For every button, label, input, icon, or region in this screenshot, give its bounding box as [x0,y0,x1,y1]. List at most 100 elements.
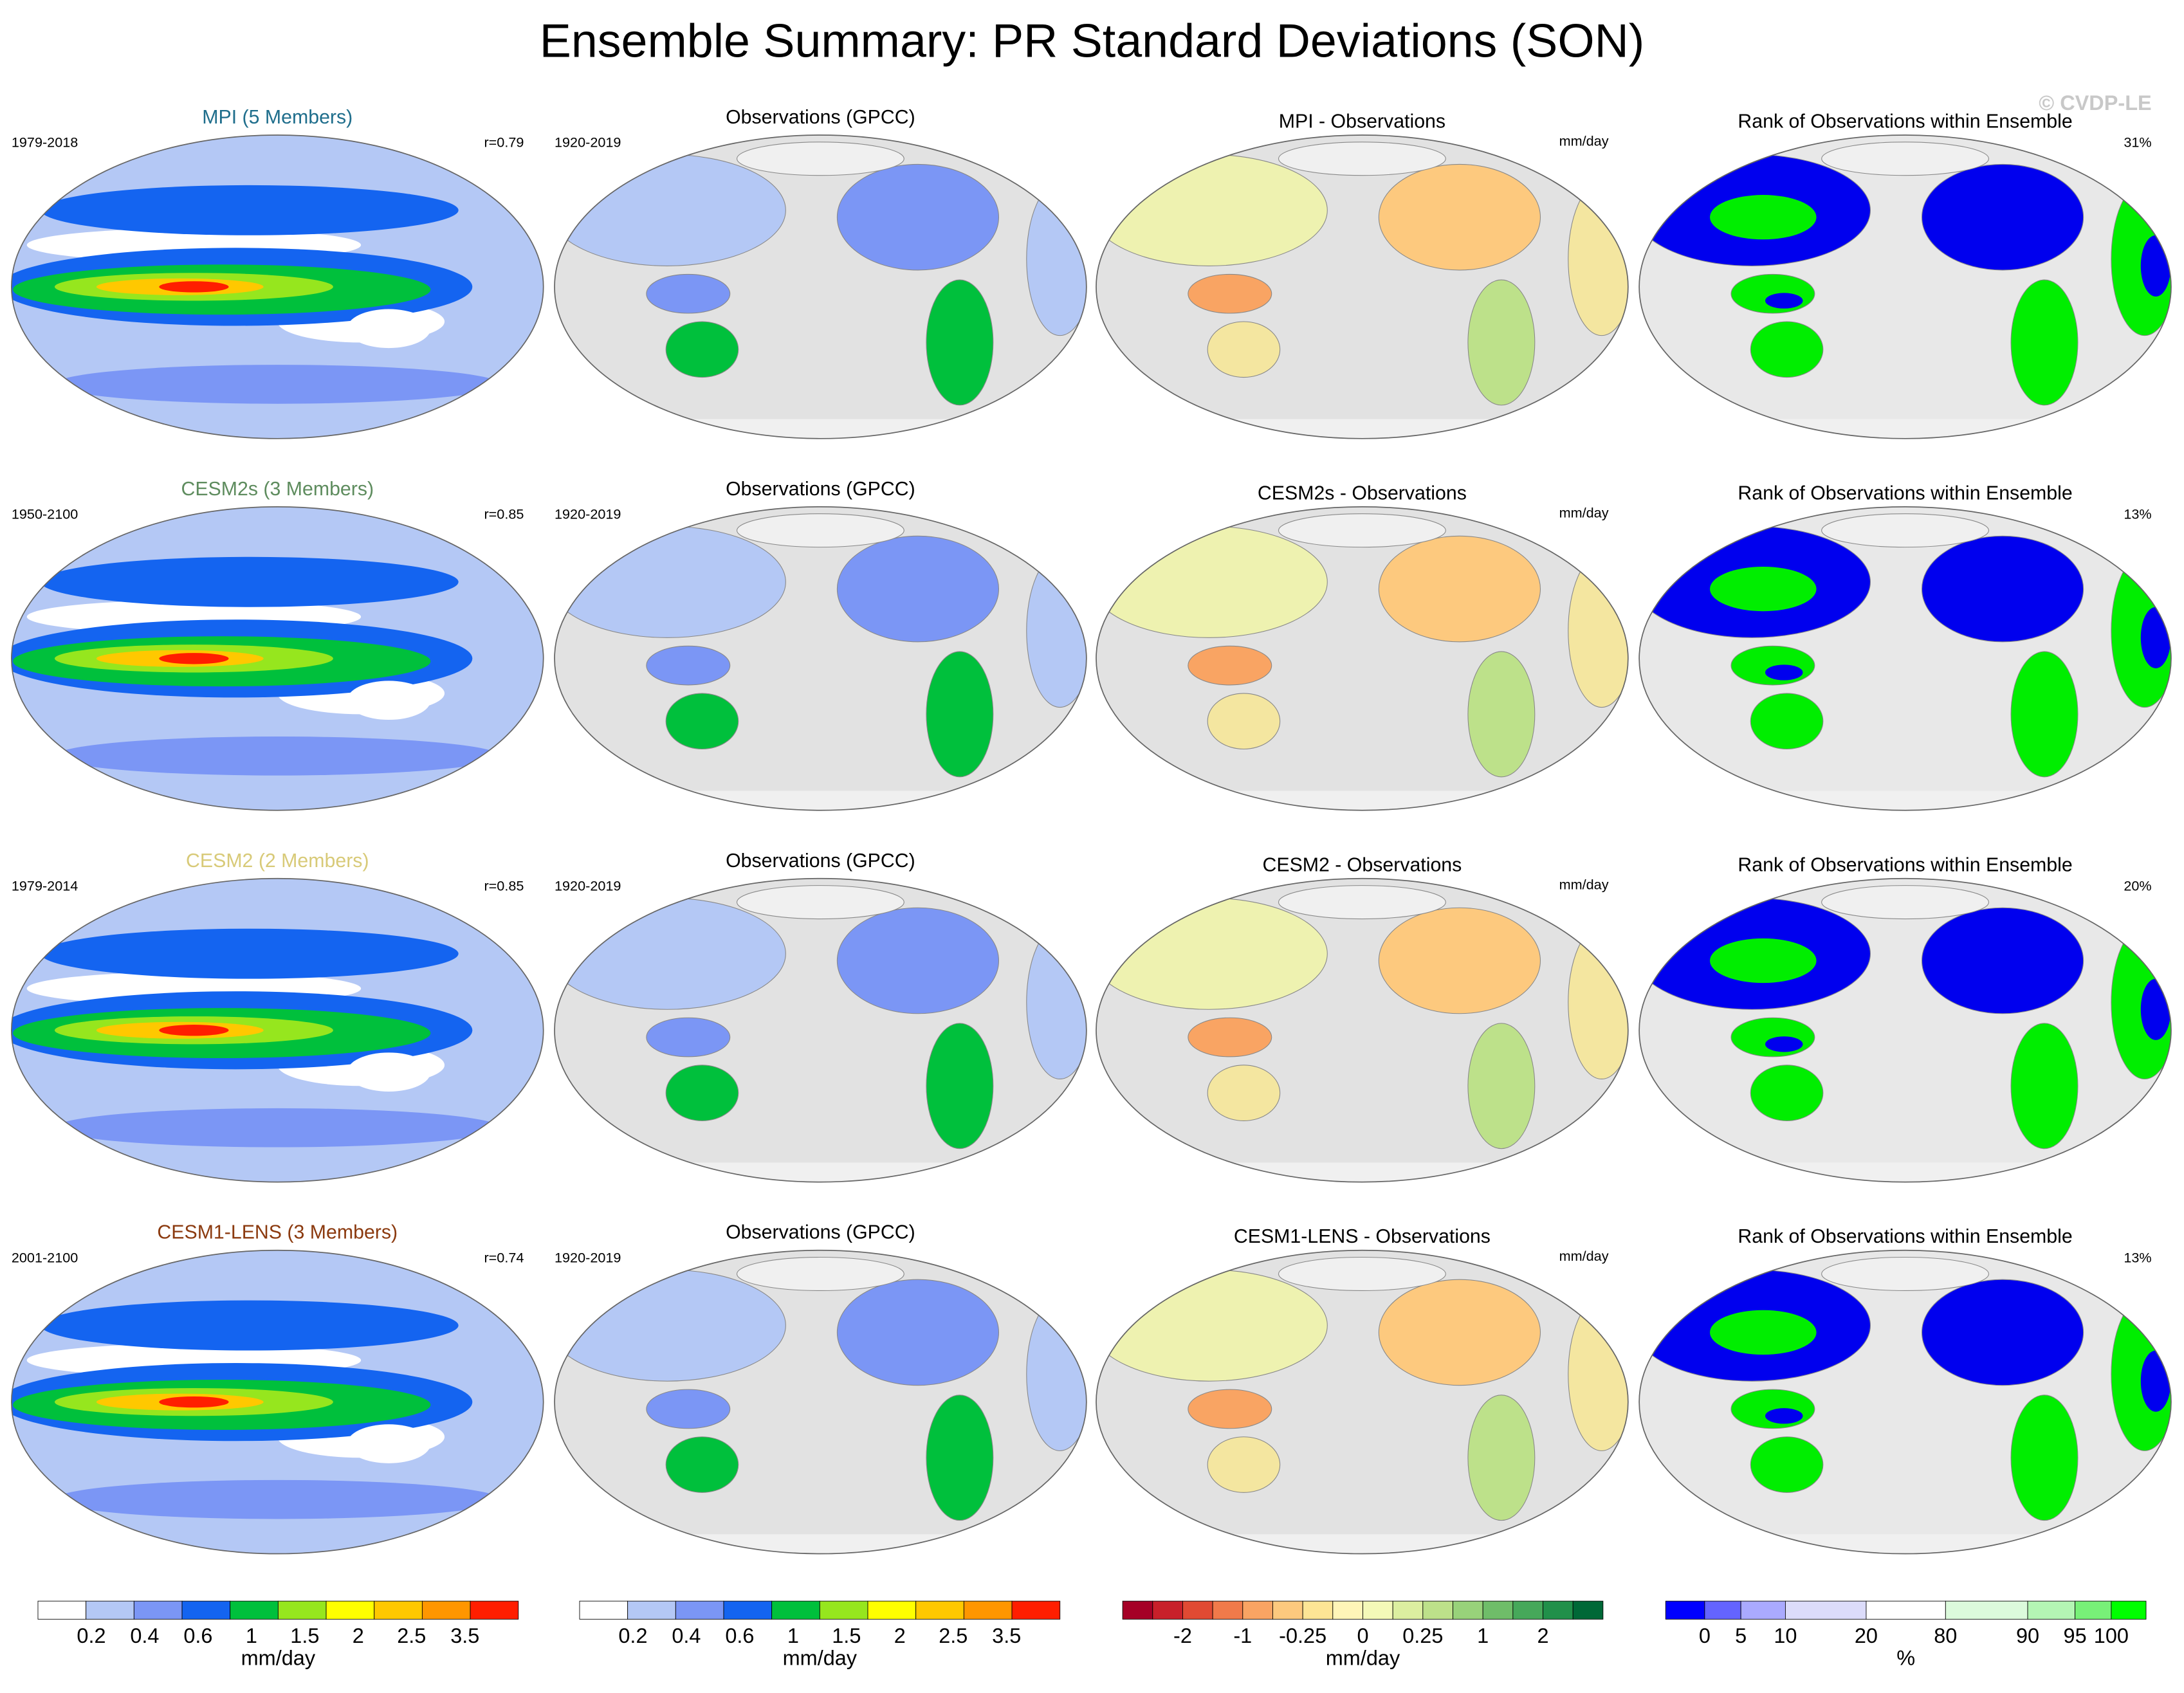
map-land [1096,1269,1328,1382]
colorbar-swatch [1945,1600,2028,1620]
colorbar-label: 0.6 [725,1624,754,1647]
colorbar-swatch [915,1600,964,1620]
map-land [1765,1036,1803,1052]
colorbar-label: 0.4 [130,1624,159,1647]
map-outline [1096,506,1629,811]
map-land [1568,182,1628,336]
map-land [555,526,786,638]
map-land [665,321,739,378]
colorbar-swatch [1332,1600,1363,1620]
units-label: mm/day [1559,1248,1609,1264]
colorbar-label: 80 [1934,1624,1957,1647]
map-land [1026,182,1087,336]
map-land [1709,195,1817,240]
colorbar-label: 2 [894,1624,906,1647]
map-field [54,737,500,776]
map-land [1378,1279,1541,1386]
antarctica [1639,419,2171,439]
panel-title: Observations (GPCC) [726,107,915,128]
map-land [926,279,994,406]
map-field [41,928,459,979]
map-land [926,651,994,778]
panel-title: CESM1-LENS - Observations [1234,1226,1491,1247]
panel-title: CESM1-LENS (3 Members) [157,1222,398,1243]
colorbar-swatch [675,1600,724,1620]
colorbar-swatch [37,1600,87,1620]
map-field [347,1052,431,1092]
colorbar-swatch [1785,1600,1867,1620]
colorbar-swatch [1011,1600,1061,1620]
panel-title: MPI - Observations [1279,111,1445,132]
map-field [41,185,459,235]
map-land [1207,1436,1281,1493]
map-outline [554,506,1087,811]
map-field [54,365,500,404]
map-land [1977,574,2050,618]
colorbar-label: 2 [353,1624,364,1647]
colorbar-label: 1.5 [832,1624,861,1647]
colorbar-swatch [1866,1600,1946,1620]
period-label: 1920-2019 [555,506,621,522]
map-land [1730,273,1815,314]
map-land [1568,925,1628,1080]
colorbar-swatch [771,1600,820,1620]
map-land [1026,553,1087,708]
antarctica [555,1162,1087,1182]
map-land [1207,693,1281,750]
map-land [555,154,786,266]
map-land [1781,345,1815,368]
watermark: © CVDP-LE [2039,91,2151,114]
map-land [1467,1023,1536,1149]
map-land [1096,154,1328,266]
map-panel [11,134,544,439]
colorbar-swatch [1704,1600,1741,1620]
map-land [1977,946,2050,989]
panel-title: CESM2s (3 Members) [181,479,374,500]
colorbar-swatch [1152,1600,1183,1620]
map-land [1188,645,1272,686]
map-land [1821,142,1989,176]
map-land [2140,978,2171,1040]
units-label: mm/day [1559,133,1609,149]
colorbar-label: 0.2 [618,1624,647,1647]
map-land [1278,142,1446,176]
colorbar-label: 90 [2016,1624,2039,1647]
antarctica [555,419,1087,439]
colorbar-label: 100 [2094,1624,2129,1647]
colorbar-swatch [963,1600,1013,1620]
map-land [1026,925,1087,1080]
map-land [646,1017,731,1057]
map-panel [555,1250,1087,1554]
colorbar-swatch [421,1600,471,1620]
map-land [1278,885,1446,920]
map-field [54,1108,500,1148]
map-land [555,1269,786,1382]
antarctica [1096,1534,1628,1554]
map-land [1765,1408,1803,1424]
period-label: 2001-2100 [12,1249,78,1265]
map-land [2140,1350,2171,1412]
colorbar-swatch [867,1600,917,1620]
map-outline [11,877,544,1183]
colorbar-swatch [2027,1600,2076,1620]
map-land [836,535,1000,643]
map-land [1467,1395,1536,1521]
map-land [836,907,1000,1014]
map-outline [1638,134,2172,439]
map-land [1781,717,1815,740]
map-land [1730,1017,1815,1057]
panel-title: Observations (GPCC) [726,1222,915,1243]
colorbar-label: 95 [2064,1624,2087,1647]
colorbar-swatch [470,1600,519,1620]
panel-title: Observations (GPCC) [726,850,915,872]
antarctica [1096,419,1628,439]
map-land [2040,696,2071,747]
map-land [737,142,904,176]
colorbar-swatch [2075,1600,2112,1620]
rank-percent: 31% [2124,134,2151,151]
antarctica [555,791,1087,810]
map-land [1730,1389,1815,1429]
antarctica [1096,1162,1628,1182]
antarctica [1639,1534,2171,1554]
